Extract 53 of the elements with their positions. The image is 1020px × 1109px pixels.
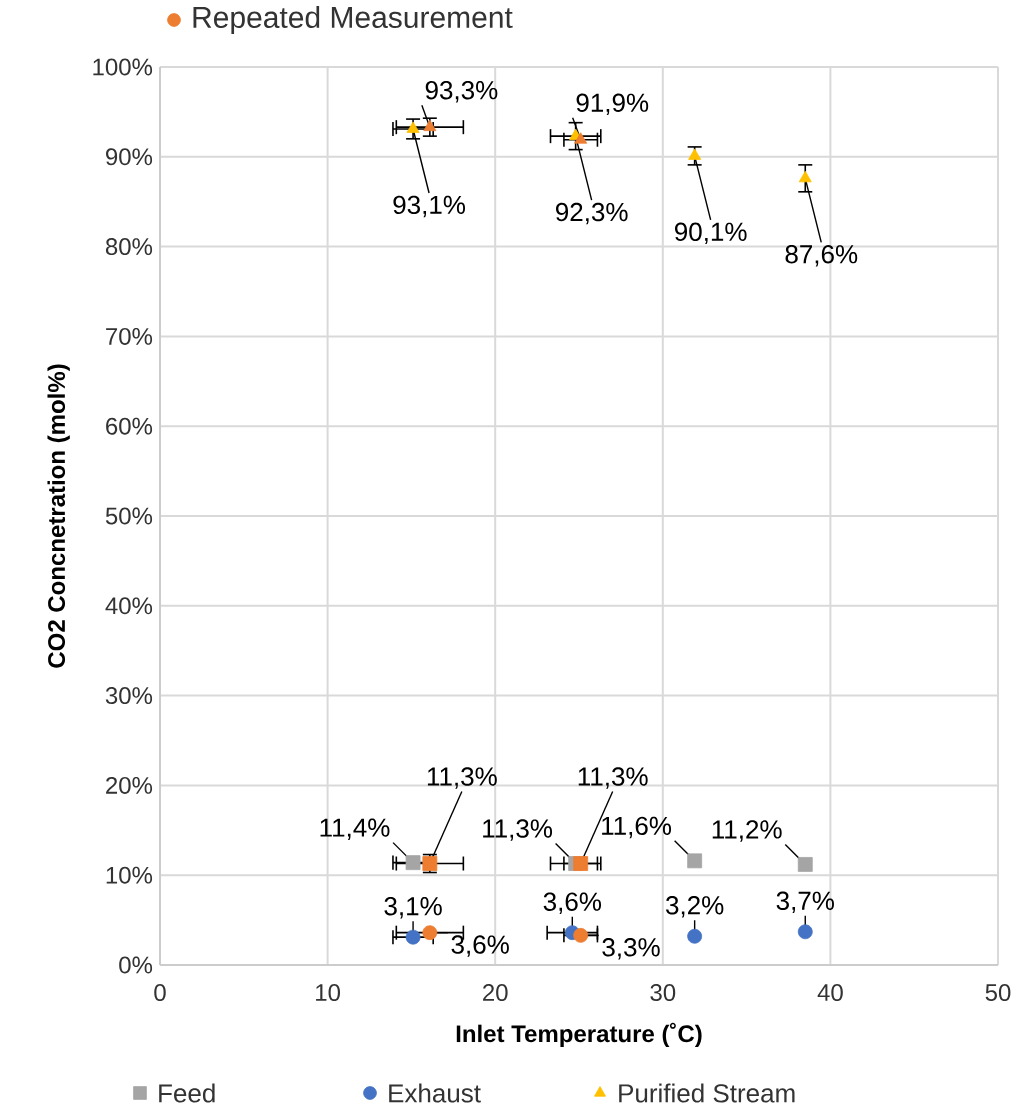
point <box>573 856 589 871</box>
legend-label: Feed <box>159 1083 215 1103</box>
y-tick-label: 80% <box>105 238 153 256</box>
x-tick-label: 40 <box>817 984 843 1002</box>
x-axis-title: Inlet Temperature (˚C) <box>456 1022 702 1048</box>
y-tick-label: 0% <box>119 956 153 974</box>
data-label: 90,1% <box>675 222 747 245</box>
data-label: 11,4% <box>320 818 390 840</box>
point <box>422 925 438 941</box>
y-tick-label: 60% <box>106 417 153 435</box>
data-label: 3,1% <box>384 896 442 919</box>
legend-label: Purified Stream <box>619 1083 795 1103</box>
x-tick-label: 20 <box>483 984 508 1002</box>
point <box>574 132 588 144</box>
data-label: 11,2% <box>712 820 782 842</box>
x-tick-label: 50 <box>985 984 1011 1002</box>
y-tick-label: 90% <box>106 148 153 166</box>
data-label: 93,3% <box>425 80 498 103</box>
y-tick-label: 40% <box>105 597 153 615</box>
point <box>797 857 813 872</box>
point <box>797 924 813 940</box>
y-axis-title: CO2 Concnetration (mol%) <box>47 364 70 668</box>
y-tick-label: 50% <box>105 507 153 525</box>
y-tick-label: 30% <box>105 687 153 705</box>
x-tick-label: 0 <box>154 984 166 1002</box>
data-label: 87,6% <box>785 245 858 267</box>
point <box>798 170 812 183</box>
legend-label: Exhaust <box>389 1083 481 1103</box>
data-label: 11,3% <box>578 767 648 789</box>
x-tick-label: 10 <box>316 984 341 1002</box>
y-tick-label: 20% <box>106 776 153 794</box>
data-label: 3,3% <box>602 938 660 960</box>
data-label: 3,7% <box>776 891 834 914</box>
y-tick-label: 70% <box>106 327 153 345</box>
y-tick-label: 10% <box>106 866 153 884</box>
point <box>687 928 703 944</box>
data-label: 3,6% <box>543 892 602 914</box>
data-label: 11,3% <box>483 819 553 841</box>
data-label: 3,2% <box>666 896 724 918</box>
y-tick-label: 100% <box>93 58 153 76</box>
data-label: 92,3% <box>556 202 628 225</box>
data-label: 11,3% <box>427 767 497 789</box>
point <box>573 927 589 943</box>
point <box>687 853 703 869</box>
data-label: 91,9% <box>576 93 649 116</box>
data-label: 11,6% <box>602 816 672 839</box>
point <box>688 148 702 160</box>
point <box>405 855 421 871</box>
data-label: 93,1% <box>393 195 466 218</box>
data-label: 3,6% <box>451 935 509 957</box>
x-tick-label: 30 <box>650 984 676 1002</box>
legend-label: Repeated Measurement <box>193 6 513 34</box>
point <box>405 929 421 945</box>
